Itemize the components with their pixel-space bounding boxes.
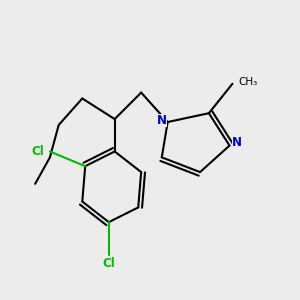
Text: N: N — [157, 114, 167, 127]
Text: CH₃: CH₃ — [238, 77, 258, 87]
Text: Cl: Cl — [31, 145, 44, 158]
Text: Cl: Cl — [102, 257, 115, 271]
Text: N: N — [232, 136, 242, 149]
